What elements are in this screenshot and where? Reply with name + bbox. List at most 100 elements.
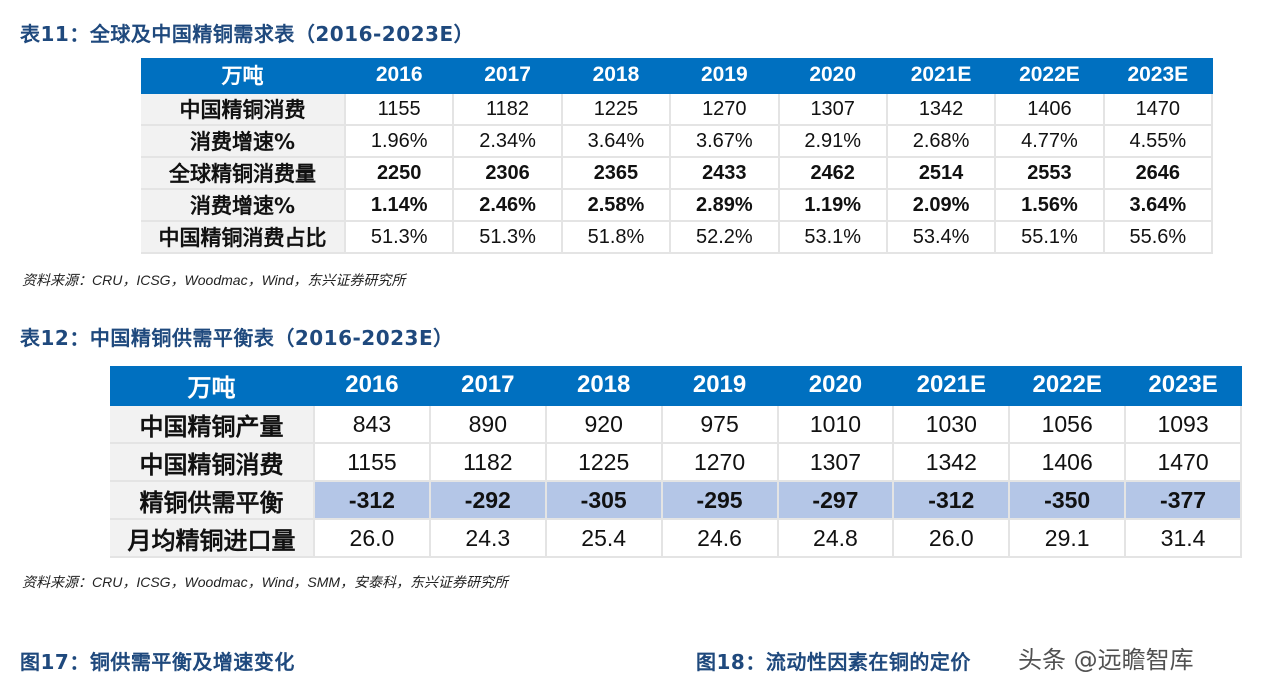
table-cell: 26.0: [314, 519, 431, 558]
table-cell: -292: [429, 481, 547, 520]
table-cell: 51.8%: [561, 221, 672, 254]
table1-title: 表11：全球及中国精铜需求表（2016-2023E）: [20, 22, 475, 46]
global-china-copper-demand-table: 万吨 2016 2017 2018 2019 2020 2021E 2022E 2023E 中国…: [141, 58, 1214, 254]
table-cell: 4.77%: [995, 125, 1105, 158]
table-cell: 3.64%: [1103, 189, 1214, 222]
table-cell: 1342: [893, 443, 1011, 482]
table-cell: 2.09%: [886, 189, 997, 222]
table-cell: 1.14%: [345, 189, 455, 222]
table-cell: 975: [661, 405, 779, 444]
watermark: 头条 @远瞻智库: [1018, 646, 1194, 674]
row-label: 中国精铜消费: [141, 93, 346, 126]
table-cell: 1030: [893, 405, 1011, 444]
row-label: 月均精铜进口量: [110, 519, 315, 558]
column-header: 2021E: [893, 366, 1011, 406]
table-cell: -350: [1009, 481, 1127, 520]
table-cell: 2.46%: [453, 189, 563, 222]
table-cell: 1093: [1125, 405, 1242, 444]
table-cell: -305: [545, 481, 663, 520]
table-cell: 920: [545, 405, 663, 444]
table2-source: 资料来源：CRU，ICSG，Woodmac，Wind，SMM，安泰科，东兴证券研…: [22, 574, 509, 590]
table-cell: 1056: [1009, 405, 1127, 444]
column-header: 2023E: [1103, 58, 1214, 94]
table-cell: 1182: [429, 443, 547, 482]
table-cell: 1406: [1009, 443, 1127, 482]
column-header: 2018: [561, 58, 672, 94]
table-cell: 3.67%: [670, 125, 780, 158]
table-cell: 4.55%: [1103, 125, 1214, 158]
table-cell: 1406: [995, 93, 1105, 126]
table-cell: 1307: [778, 93, 888, 126]
table-cell: 1470: [1103, 93, 1214, 126]
table-cell: 1225: [561, 93, 672, 126]
table-cell: 3.64%: [561, 125, 672, 158]
table-cell: 2.34%: [453, 125, 563, 158]
table-cell: 2553: [995, 157, 1105, 190]
table-cell: 55.1%: [995, 221, 1105, 254]
header-row: 万吨 2016 2017 2018 2019 2020 2021E 2022E 2023E: [110, 366, 1242, 406]
table-cell: 25.4: [545, 519, 663, 558]
table-cell: 24.6: [661, 519, 779, 558]
column-header: 2020: [777, 366, 895, 406]
table-cell: 2.89%: [670, 189, 780, 222]
row-label: 消费增速%: [141, 189, 346, 222]
table-cell: 890: [429, 405, 547, 444]
table-cell: 1342: [886, 93, 997, 126]
table-cell: 2306: [453, 157, 563, 190]
row-label: 精铜供需平衡: [110, 481, 315, 520]
table-cell: 2646: [1103, 157, 1214, 190]
table-cell: -377: [1125, 481, 1242, 520]
table-cell: 1155: [314, 443, 431, 482]
table-cell: 1270: [661, 443, 779, 482]
table-cell: 51.3%: [453, 221, 563, 254]
table-cell: 31.4: [1125, 519, 1242, 558]
header-row: 万吨 2016 2017 2018 2019 2020 2021E 2022E 2023E: [141, 58, 1214, 94]
table-row: 精铜供需平衡 -312 -292 -305 -295 -297 -312 -350 -377: [110, 481, 1242, 520]
table-cell: -297: [777, 481, 895, 520]
column-header: 2017: [453, 58, 563, 94]
table-cell: 2.58%: [561, 189, 672, 222]
table-cell: 1.19%: [778, 189, 888, 222]
table-cell: 29.1: [1009, 519, 1127, 558]
table2-title: 表12：中国精铜供需平衡表（2016-2023E）: [20, 326, 454, 350]
row-label: 消费增速%: [141, 125, 346, 158]
column-header: 2016: [314, 366, 431, 406]
row-label: 全球精铜消费量: [141, 157, 346, 190]
table-cell: 51.3%: [345, 221, 455, 254]
table-cell: 2462: [778, 157, 888, 190]
table-cell: 2433: [670, 157, 780, 190]
table-row: 中国精铜产量 843 890 920 975 1010 1030 1056 1093: [110, 405, 1242, 444]
table1-source: 资料来源：CRU，ICSG，Woodmac，Wind，东兴证券研究所: [22, 272, 406, 288]
table-cell: 843: [314, 405, 431, 444]
table-cell: 1270: [670, 93, 780, 126]
table-cell: 1182: [453, 93, 563, 126]
row-label: 中国精铜产量: [110, 405, 315, 444]
unit-header: 万吨: [141, 58, 346, 94]
table-cell: 1470: [1125, 443, 1242, 482]
column-header: 2021E: [886, 58, 997, 94]
table-row: 中国精铜消费占比 51.3% 51.3% 51.8% 52.2% 53.1% 53.4% 55…: [141, 221, 1214, 254]
row-label: 中国精铜消费占比: [141, 221, 346, 254]
table-cell: 1.56%: [995, 189, 1105, 222]
table-cell: 26.0: [893, 519, 1011, 558]
table-cell: 2250: [345, 157, 455, 190]
table-cell: 2.68%: [886, 125, 997, 158]
column-header: 2017: [429, 366, 547, 406]
table-row: 全球精铜消费量 2250 2306 2365 2433 2462 2514 2553 2646: [141, 157, 1214, 190]
figure17-title: 图17：铜供需平衡及增速变化: [20, 650, 295, 674]
figure18-title: 图18：流动性因素在铜的定价: [696, 650, 971, 674]
table-row: 月均精铜进口量 26.0 24.3 25.4 24.6 24.8 26.0 29.1 31.4: [110, 519, 1242, 558]
table-cell: 24.3: [429, 519, 547, 558]
table-cell: 53.4%: [886, 221, 997, 254]
table-cell: 52.2%: [670, 221, 780, 254]
table-cell: 1307: [777, 443, 895, 482]
table-cell: 2514: [886, 157, 997, 190]
table-cell: -312: [314, 481, 431, 520]
column-header: 2023E: [1125, 366, 1242, 406]
table-cell: 24.8: [777, 519, 895, 558]
unit-header: 万吨: [110, 366, 315, 406]
column-header: 2020: [778, 58, 888, 94]
column-header: 2018: [545, 366, 663, 406]
china-copper-balance-table: 万吨 2016 2017 2018 2019 2020 2021E 2022E 2023E 中国…: [110, 366, 1242, 558]
table-cell: 1.96%: [345, 125, 455, 158]
